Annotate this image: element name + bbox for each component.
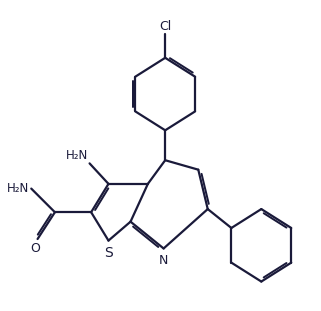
Text: H₂N: H₂N (6, 182, 29, 195)
Text: Cl: Cl (159, 20, 171, 33)
Text: S: S (104, 246, 113, 260)
Text: N: N (159, 254, 168, 267)
Text: O: O (30, 242, 40, 255)
Text: H₂N: H₂N (66, 149, 88, 162)
